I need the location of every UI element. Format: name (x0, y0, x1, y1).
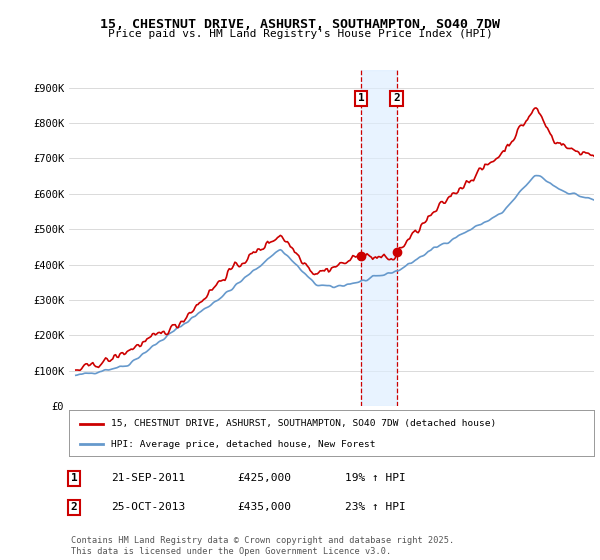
Text: Price paid vs. HM Land Registry's House Price Index (HPI): Price paid vs. HM Land Registry's House … (107, 29, 493, 39)
Text: £435,000: £435,000 (237, 502, 291, 512)
Text: 21-SEP-2011: 21-SEP-2011 (111, 473, 185, 483)
Text: 2: 2 (393, 94, 400, 103)
Text: 25-OCT-2013: 25-OCT-2013 (111, 502, 185, 512)
Text: 15, CHESTNUT DRIVE, ASHURST, SOUTHAMPTON, SO40 7DW: 15, CHESTNUT DRIVE, ASHURST, SOUTHAMPTON… (100, 18, 500, 31)
Text: 23% ↑ HPI: 23% ↑ HPI (345, 502, 406, 512)
Text: £425,000: £425,000 (237, 473, 291, 483)
Bar (361, 70, 397, 406)
Text: Contains HM Land Registry data © Crown copyright and database right 2025.
This d: Contains HM Land Registry data © Crown c… (71, 536, 454, 556)
Text: 1: 1 (358, 94, 364, 103)
Text: HPI: Average price, detached house, New Forest: HPI: Average price, detached house, New … (111, 440, 376, 449)
Text: 1: 1 (71, 473, 77, 483)
Text: 19% ↑ HPI: 19% ↑ HPI (345, 473, 406, 483)
Text: 15, CHESTNUT DRIVE, ASHURST, SOUTHAMPTON, SO40 7DW (detached house): 15, CHESTNUT DRIVE, ASHURST, SOUTHAMPTON… (111, 419, 496, 428)
Text: 2: 2 (71, 502, 77, 512)
